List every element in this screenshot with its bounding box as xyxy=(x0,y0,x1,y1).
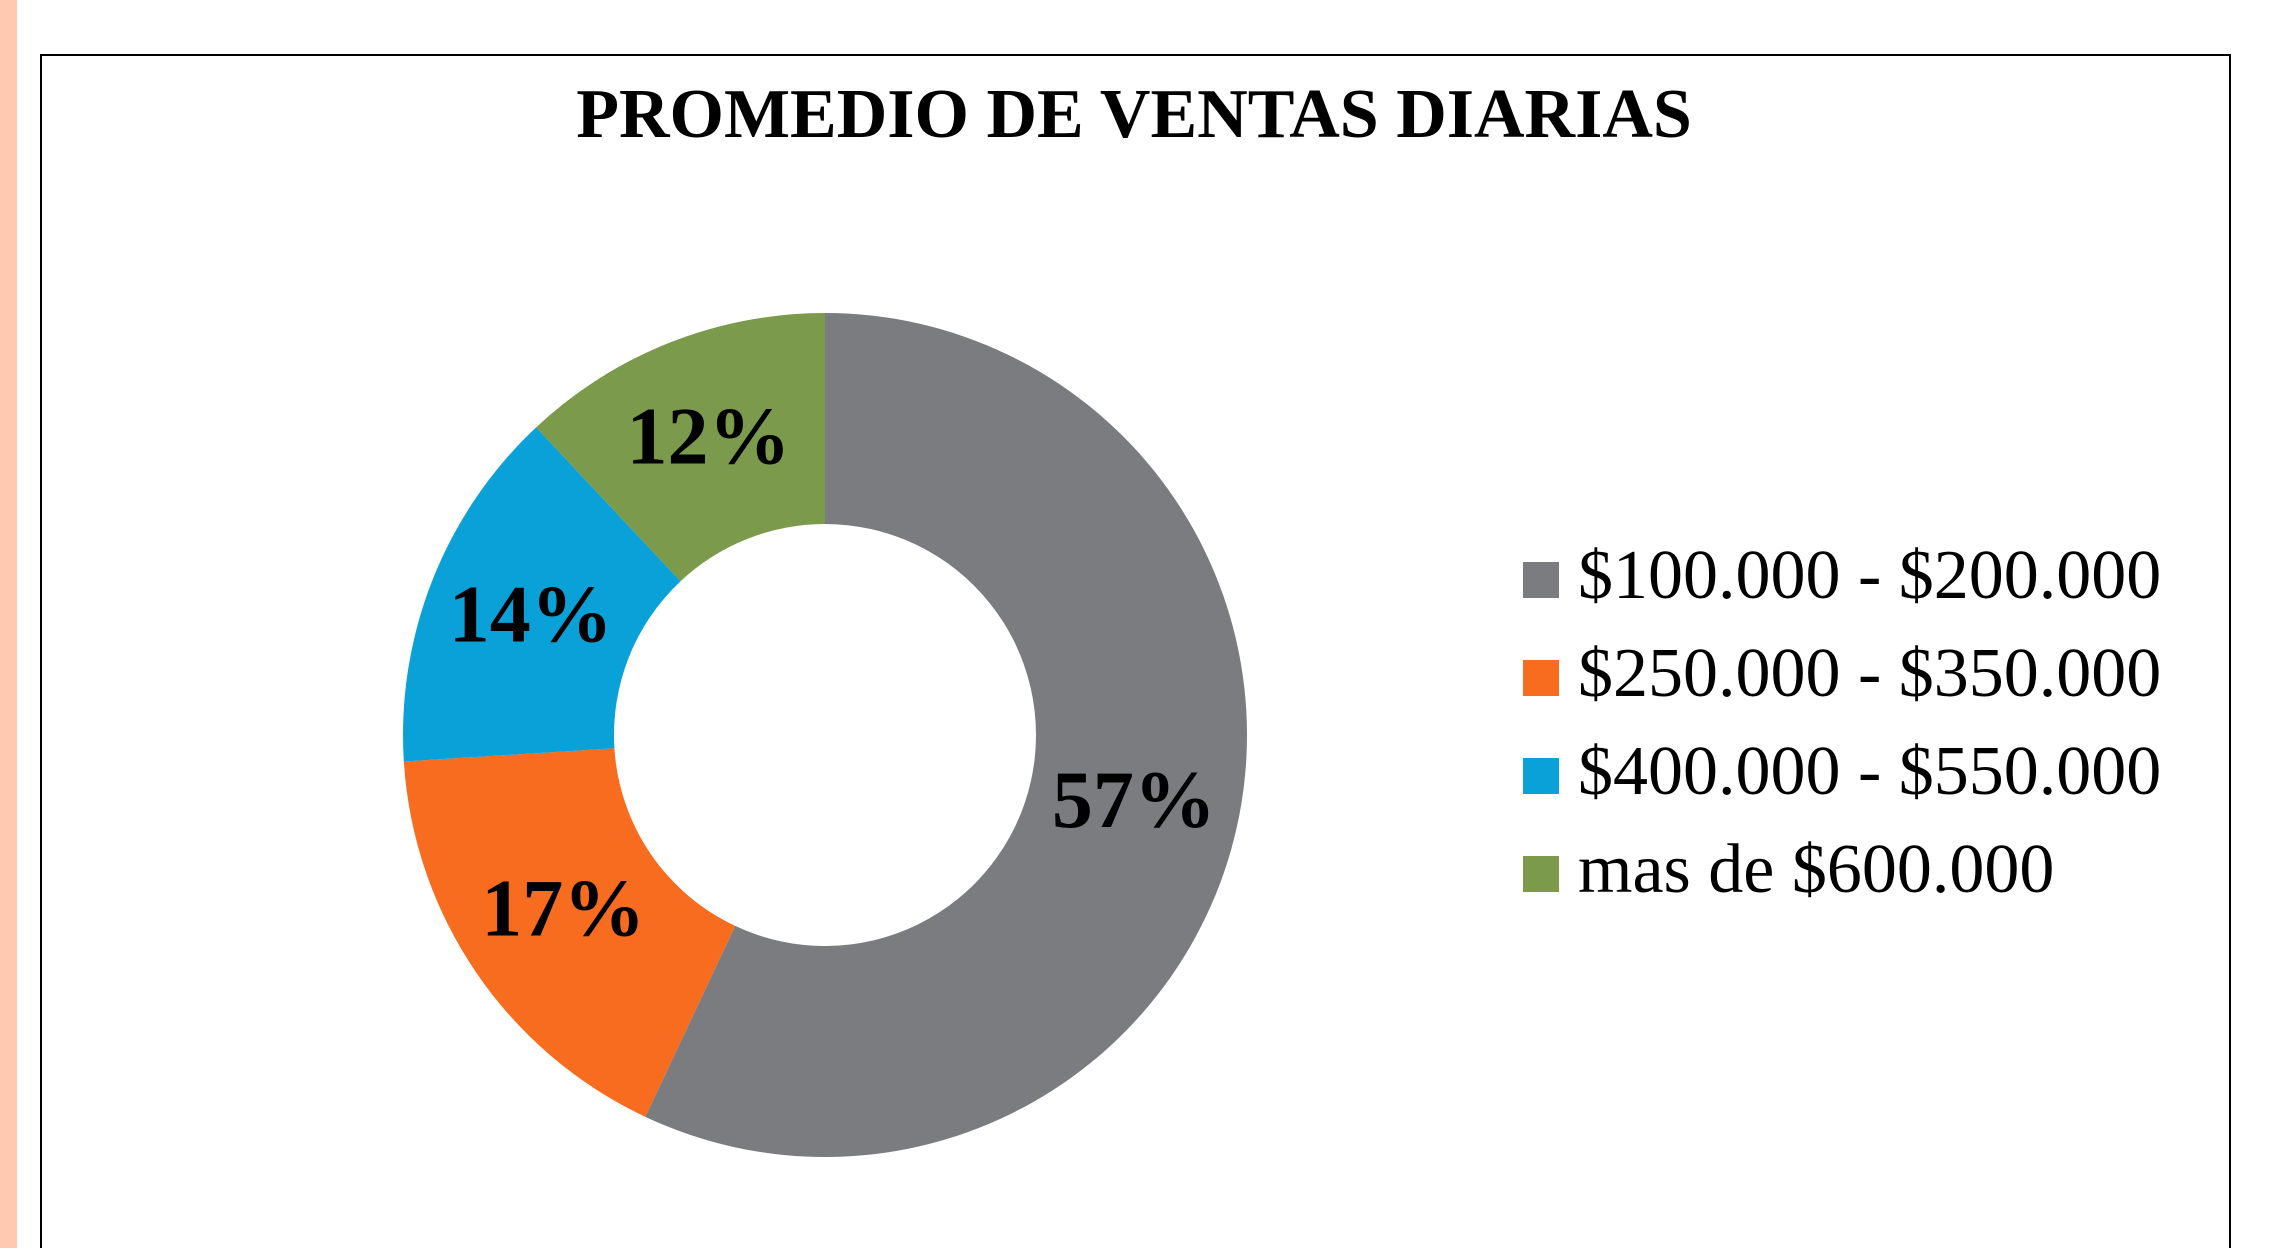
legend-label: mas de $600.000 xyxy=(1578,831,2054,908)
legend-label: $400.000 - $550.000 xyxy=(1578,733,2161,810)
data-label: 17% xyxy=(481,863,645,954)
donut-slice xyxy=(403,748,736,1117)
chart-title: PROMEDIO DE VENTAS DIARIAS xyxy=(576,76,1692,153)
legend-swatch xyxy=(1523,660,1559,696)
data-label: 57% xyxy=(1052,754,1216,845)
legend-label: $250.000 - $350.000 xyxy=(1578,635,2161,712)
legend-swatch xyxy=(1523,856,1559,892)
legend-swatch xyxy=(1523,758,1559,794)
donut-slice xyxy=(645,313,1247,1157)
donut-slice xyxy=(403,427,681,762)
data-label: 14% xyxy=(449,568,613,659)
donut-slice xyxy=(536,313,825,582)
legend-swatch xyxy=(1523,562,1559,598)
data-label: 12% xyxy=(626,391,790,482)
legend-label: $100.000 - $200.000 xyxy=(1578,537,2161,614)
side-strip xyxy=(0,0,17,1248)
